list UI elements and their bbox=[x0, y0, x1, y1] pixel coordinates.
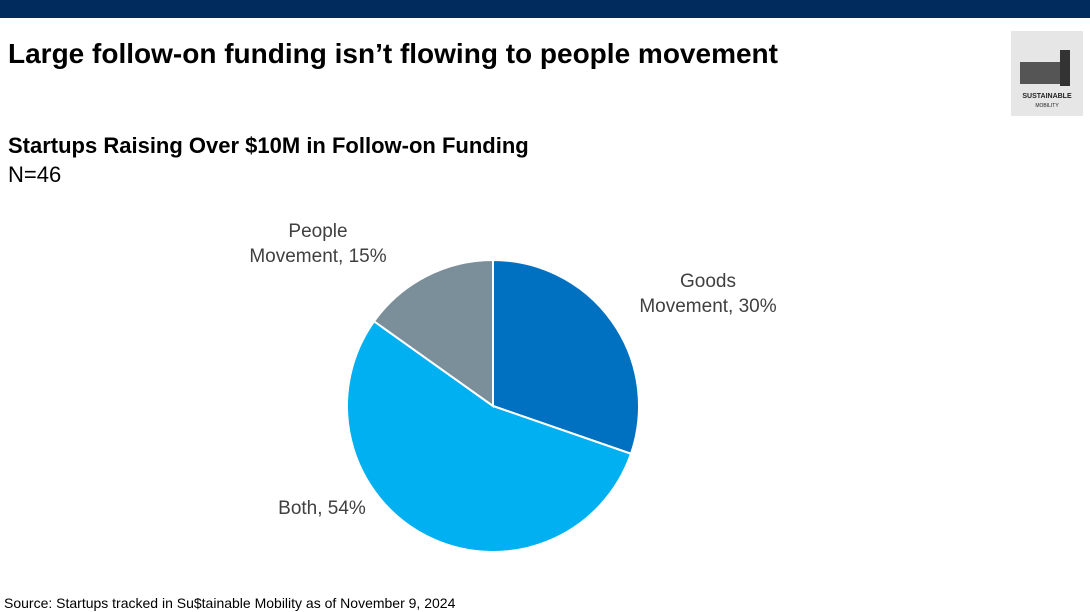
data-label-line: Movement, 15% bbox=[249, 246, 386, 267]
logo-text: SUSTAINABLE bbox=[1022, 93, 1072, 100]
chart-title: Startups Raising Over $10M in Follow-on … bbox=[8, 133, 529, 158]
logo-tower bbox=[1060, 50, 1070, 86]
data-label: Both, 54% bbox=[278, 498, 366, 519]
pie-slice bbox=[346, 319, 633, 553]
logo-bus bbox=[1020, 62, 1064, 84]
pie-slice bbox=[372, 258, 494, 408]
data-label-line: Goods bbox=[680, 271, 736, 292]
logo-text: MOBILITY bbox=[1035, 103, 1059, 109]
source: Source: Startups tracked in Su$tainable … bbox=[4, 595, 456, 611]
slide-title: Large follow-on funding isn’t flowing to… bbox=[8, 38, 778, 69]
data-label: People Movement, 15% bbox=[249, 221, 386, 267]
data-label-line: Movement, 30% bbox=[639, 296, 776, 317]
data-label-line: People bbox=[288, 221, 347, 242]
top-bar bbox=[0, 0, 1090, 18]
pie: Goods Movement, 30% Both, 54% People Movemen… bbox=[249, 221, 777, 553]
data-label: Goods Movement, 30% bbox=[639, 271, 776, 317]
pie-slice bbox=[492, 258, 640, 456]
chart-subtitle: N=46 bbox=[8, 162, 61, 187]
logo: SUSTAINABLE MOBILITY bbox=[1011, 31, 1083, 116]
